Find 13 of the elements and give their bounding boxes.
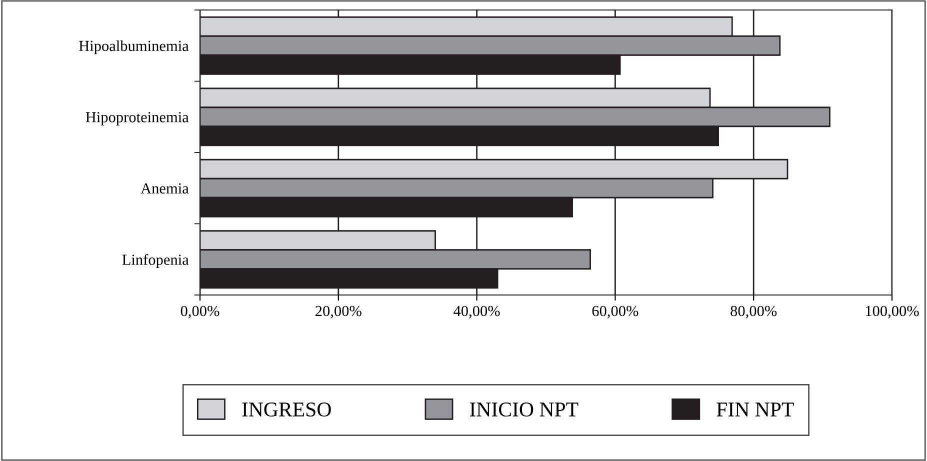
y-tick-label: Hipoalbuminemia	[79, 40, 189, 54]
x-tick-label: 0,00%	[180, 306, 220, 318]
y-tick-label: Linfopenia	[122, 254, 189, 268]
x-tick-label: 60,00%	[592, 306, 638, 318]
x-tick-label: 20,00%	[316, 306, 362, 318]
legend-label: INICIO NPT	[470, 402, 578, 417]
legend-label: FIN NPT	[716, 402, 794, 416]
x-tick-label: 100,00%	[866, 306, 919, 318]
legend-label: INGRESO	[242, 402, 331, 417]
y-tick-label: Hipoproteinemia	[86, 112, 189, 126]
y-tick-label: Anemia	[140, 183, 189, 194]
x-tick-label: 40,00%	[454, 306, 500, 318]
x-tick-label: 80,00%	[730, 306, 777, 318]
